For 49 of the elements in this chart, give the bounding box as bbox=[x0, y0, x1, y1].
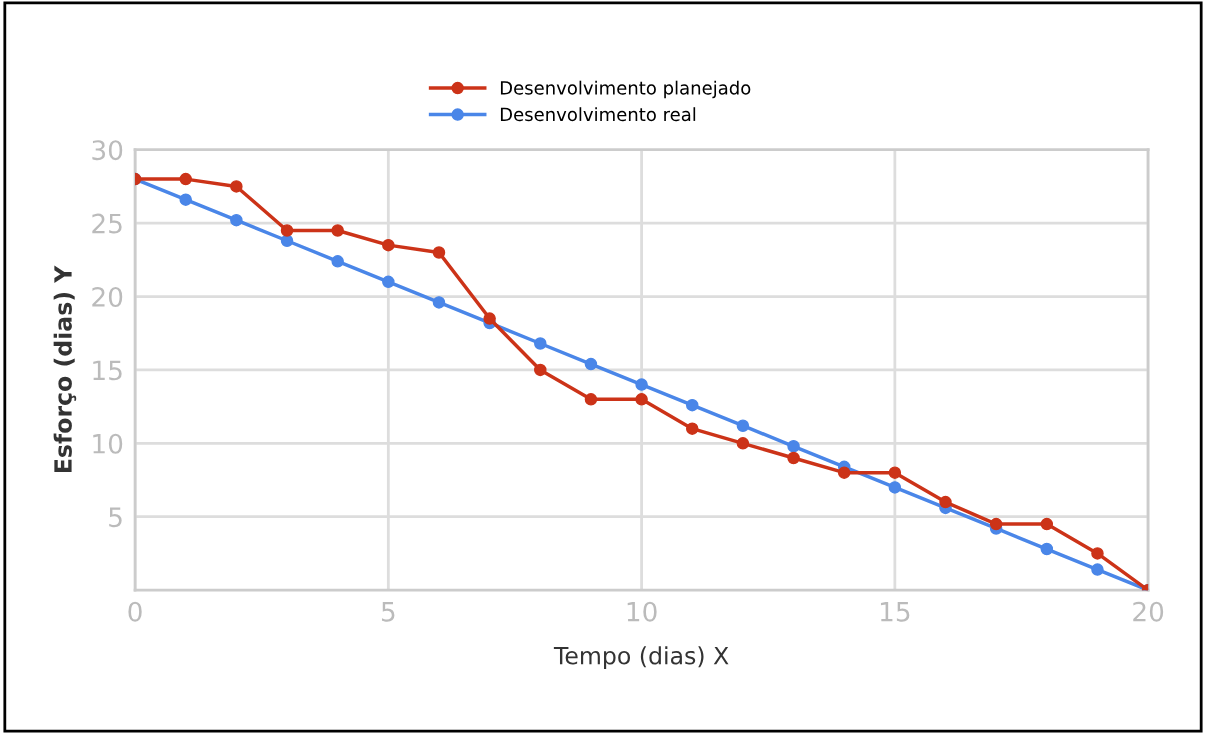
point bbox=[230, 180, 243, 193]
point bbox=[584, 393, 598, 406]
point bbox=[280, 224, 294, 237]
y-tick-label: 10 bbox=[93, 433, 123, 454]
x-axis-title: Tempo (dias) X bbox=[553, 646, 729, 670]
point bbox=[1040, 517, 1054, 531]
y-tick-label: 30 bbox=[92, 140, 123, 161]
x-tick-label: 5 bbox=[381, 602, 395, 622]
point bbox=[736, 419, 750, 432]
point bbox=[939, 495, 952, 509]
x-tick-label: 0 bbox=[128, 601, 142, 622]
legend-label: Desenvolvimento planejado bbox=[500, 80, 751, 99]
y-tick-label: 5 bbox=[109, 507, 122, 528]
y-axis-title: Esforço (dias) Y bbox=[53, 265, 77, 473]
y-tick-label: 15 bbox=[93, 360, 122, 381]
point bbox=[483, 312, 496, 325]
point bbox=[635, 378, 648, 391]
point bbox=[382, 275, 395, 289]
y-tick-label: 20 bbox=[92, 286, 123, 307]
y-tick-label: 25 bbox=[92, 213, 122, 234]
point bbox=[989, 517, 1003, 531]
legend-label: Desenvolvimento real bbox=[500, 107, 696, 122]
point bbox=[787, 440, 800, 453]
point bbox=[685, 398, 699, 412]
x-tick-label: 15 bbox=[880, 602, 910, 622]
point bbox=[837, 466, 851, 479]
point bbox=[888, 466, 902, 479]
point bbox=[685, 422, 699, 435]
point bbox=[331, 255, 344, 268]
x-tick-label: 10 bbox=[627, 601, 657, 622]
point bbox=[534, 337, 547, 350]
point bbox=[787, 451, 800, 465]
point bbox=[635, 393, 648, 406]
point bbox=[179, 193, 192, 206]
point bbox=[179, 172, 192, 186]
point bbox=[534, 363, 547, 377]
point bbox=[1091, 563, 1104, 576]
point bbox=[736, 437, 750, 450]
point bbox=[1091, 547, 1104, 560]
point bbox=[382, 238, 395, 252]
point bbox=[280, 234, 294, 248]
point bbox=[432, 246, 446, 259]
point bbox=[1040, 542, 1054, 556]
point bbox=[331, 224, 344, 237]
x-tick-label: 20 bbox=[1133, 601, 1164, 622]
point bbox=[584, 357, 598, 371]
point bbox=[432, 296, 446, 309]
point bbox=[230, 213, 243, 227]
point bbox=[888, 481, 902, 494]
